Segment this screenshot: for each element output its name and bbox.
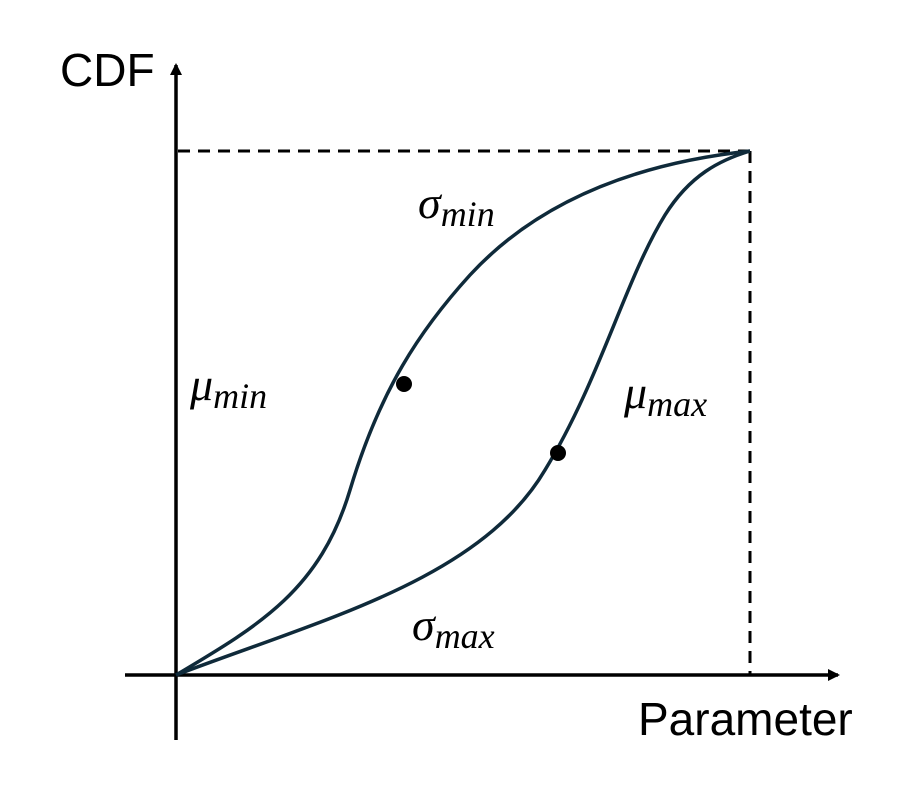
sigma-max-curve: [175, 149, 751, 677]
sigma-max-point: [550, 445, 566, 461]
mu-min-label: μmin: [189, 359, 267, 416]
sigma-max-label: σmax: [412, 599, 495, 656]
y-axis-label: CDF: [60, 44, 155, 96]
x-axis-label: Parameter: [638, 693, 853, 745]
mu-max-label: μmax: [623, 367, 707, 424]
sigma-min-curve: [175, 149, 751, 677]
sigma-min-label: σmin: [418, 177, 495, 234]
sigma-min-point: [396, 376, 412, 392]
